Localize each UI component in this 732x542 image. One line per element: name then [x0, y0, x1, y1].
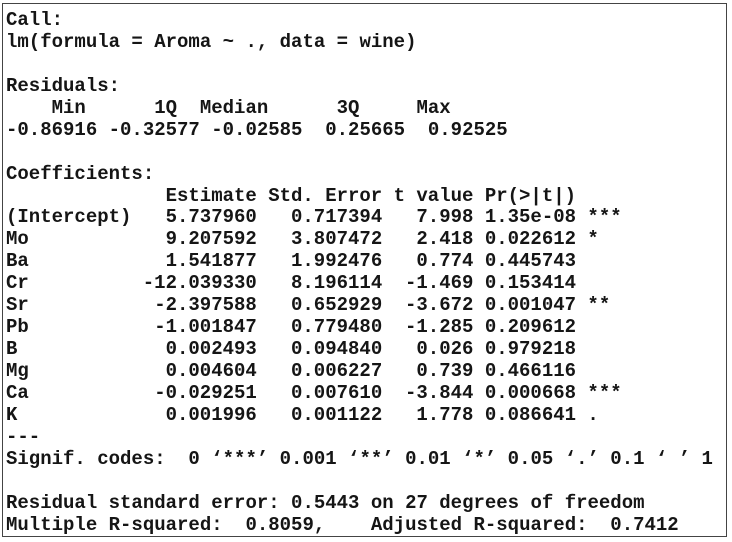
- coef-signif: ***: [587, 381, 622, 404]
- header-std-error: Std. Error: [268, 184, 383, 207]
- coef-t-value: -1.469: [405, 272, 474, 295]
- coefficient-row: Pb -1.001847 0.779480 -1.285 0.209612: [6, 316, 713, 339]
- coef-p-value: 1.35e-08: [484, 206, 577, 229]
- coefficients-label: Coefficients:: [6, 162, 155, 185]
- coef-p-value: 0.086641: [484, 403, 577, 426]
- coef-signif: ***: [587, 206, 622, 229]
- console-output-frame: Call: lm(formula = Aroma ~ ., data = win…: [2, 3, 727, 537]
- coef-t-value: 7.998: [416, 206, 474, 229]
- coef-std-error: 0.717394: [291, 206, 383, 229]
- coef-name: Pb: [6, 316, 29, 339]
- coef-std-error: 0.007610: [291, 381, 383, 404]
- residual-standard-error: Residual standard error: 0.5443 on 27 de…: [6, 491, 645, 514]
- coef-signif: .: [587, 403, 599, 426]
- coef-name: Sr: [6, 294, 29, 317]
- coef-name: Cr: [6, 272, 29, 295]
- header-p-value: Pr(>|t|): [484, 184, 577, 207]
- coefficient-row: Cr -12.039330 8.196114 -1.469 0.153414: [6, 272, 713, 295]
- coef-t-value: 2.418: [416, 228, 474, 251]
- coef-name: (Intercept): [6, 206, 132, 229]
- header-estimate: Estimate: [165, 184, 257, 207]
- coef-std-error: 0.094840: [291, 338, 383, 361]
- coef-std-error: 0.006227: [291, 360, 383, 382]
- coef-std-error: 8.196114: [291, 272, 383, 295]
- r-squared: Multiple R-squared: 0.8059, Adjusted R-s…: [6, 513, 679, 536]
- coefficients-table: (Intercept) 5.737960 0.717394 7.998 1.35e-08…: [6, 206, 713, 427]
- residuals-header: Min 1Q Median 3Q Max: [6, 96, 463, 119]
- coef-name: Mg: [6, 360, 29, 382]
- coef-estimate: 0.004604: [165, 360, 257, 382]
- coef-p-value: 0.209612: [484, 316, 577, 339]
- coef-t-value: -3.672: [405, 294, 474, 317]
- residuals-values: -0.86916 -0.32577 -0.02585 0.25665 0.925…: [6, 118, 520, 141]
- coef-estimate: 5.737960: [165, 206, 257, 229]
- coef-t-value: 0.739: [416, 360, 474, 382]
- blank-line: [6, 142, 713, 164]
- call-label: Call:: [6, 9, 64, 31]
- coef-p-value: 0.153414: [484, 272, 577, 295]
- coef-p-value: 0.001047: [484, 294, 577, 317]
- separator: ---: [6, 425, 41, 448]
- coefficients-header: Estimate Std. Error t value Pr(>|t|): [6, 184, 713, 208]
- coef-std-error: 1.992476: [291, 250, 383, 273]
- coef-estimate: -1.001847: [154, 316, 257, 339]
- coefficient-row: K 0.001996 0.001122 1.778 0.086641.: [6, 403, 713, 427]
- coef-t-value: -3.844: [405, 381, 474, 404]
- coefficient-row: Sr -2.397588 0.652929 -3.672 0.001047 **: [6, 294, 713, 317]
- coef-std-error: 0.652929: [291, 294, 383, 317]
- regression-summary-output: Call: lm(formula = Aroma ~ ., data = win…: [6, 9, 713, 537]
- residuals-label: Residuals:: [6, 74, 121, 97]
- coef-signif: *: [587, 228, 599, 251]
- call-formula: lm(formula = Aroma ~ ., data = wine): [6, 30, 417, 53]
- coef-estimate: -0.029251: [154, 381, 257, 404]
- coef-name: Mo: [6, 228, 29, 251]
- coef-estimate: 9.207592: [165, 228, 257, 251]
- coef-estimate: 0.001996: [165, 403, 257, 426]
- signif-codes: Signif. codes: 0 ‘***’ 0.001 ‘**’ 0.01 ‘…: [6, 447, 713, 470]
- coef-std-error: 0.001122: [291, 403, 383, 426]
- coef-estimate: 1.541877: [165, 250, 257, 273]
- coef-p-value: 0.022612: [484, 228, 577, 251]
- coefficient-row: Ba 1.541877 1.992476 0.774 0.445743: [6, 250, 713, 273]
- coef-std-error: 0.779480: [291, 316, 383, 339]
- coef-name: K: [6, 403, 18, 426]
- header-t-value: t value: [393, 184, 474, 207]
- coef-p-value: 0.000668: [484, 381, 577, 404]
- coefficient-row: (Intercept) 5.737960 0.717394 7.998 1.35e-08…: [6, 206, 713, 229]
- blank-line: [6, 54, 713, 76]
- coef-p-value: 0.445743: [484, 250, 577, 273]
- coefficient-row: Ca -0.029251 0.007610 -3.844 0.000668 ***: [6, 381, 713, 405]
- coef-t-value: -1.285: [405, 316, 474, 339]
- coef-std-error: 3.807472: [291, 228, 383, 251]
- coef-p-value: 0.466116: [484, 360, 577, 382]
- coef-estimate: -12.039330: [142, 272, 257, 295]
- coef-name: Ca: [6, 381, 29, 404]
- coef-t-value: 0.774: [416, 250, 474, 273]
- blank-line: [6, 471, 713, 493]
- coef-t-value: 0.026: [416, 338, 474, 361]
- coef-name: B: [6, 338, 18, 361]
- coefficient-row: Mg 0.004604 0.006227 0.739 0.466116: [6, 360, 713, 383]
- coef-estimate: 0.002493: [165, 338, 257, 361]
- coef-t-value: 1.778: [416, 403, 474, 426]
- coef-estimate: -2.397588: [154, 294, 257, 317]
- coef-signif: **: [587, 294, 611, 317]
- coefficient-row: Mo 9.207592 3.807472 2.418 0.022612 *: [6, 228, 713, 251]
- coef-name: Ba: [6, 250, 29, 273]
- coef-p-value: 0.979218: [484, 338, 577, 361]
- coefficient-row: B 0.002493 0.094840 0.026 0.979218: [6, 338, 713, 361]
